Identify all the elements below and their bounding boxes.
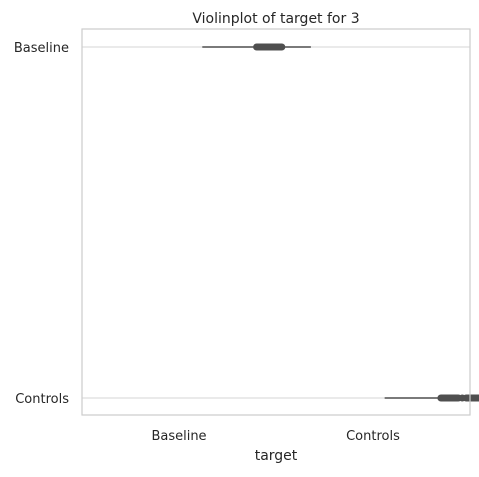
chart-title: Violinplot of target for 3: [192, 11, 359, 27]
violin-layer: [202, 43, 479, 402]
x-tick-label-0: Baseline: [151, 429, 206, 444]
y-tick-label-0: Baseline: [14, 41, 69, 56]
x-tick-label-1: Controls: [346, 429, 400, 444]
plot-frame: [81, 28, 471, 416]
violin-box-1-dot: [458, 394, 466, 402]
x-axis-label: target: [255, 448, 298, 464]
y-tick-label-1: Controls: [15, 392, 69, 407]
tick-layer: Baseline Controls Baseline Controls: [14, 41, 400, 444]
